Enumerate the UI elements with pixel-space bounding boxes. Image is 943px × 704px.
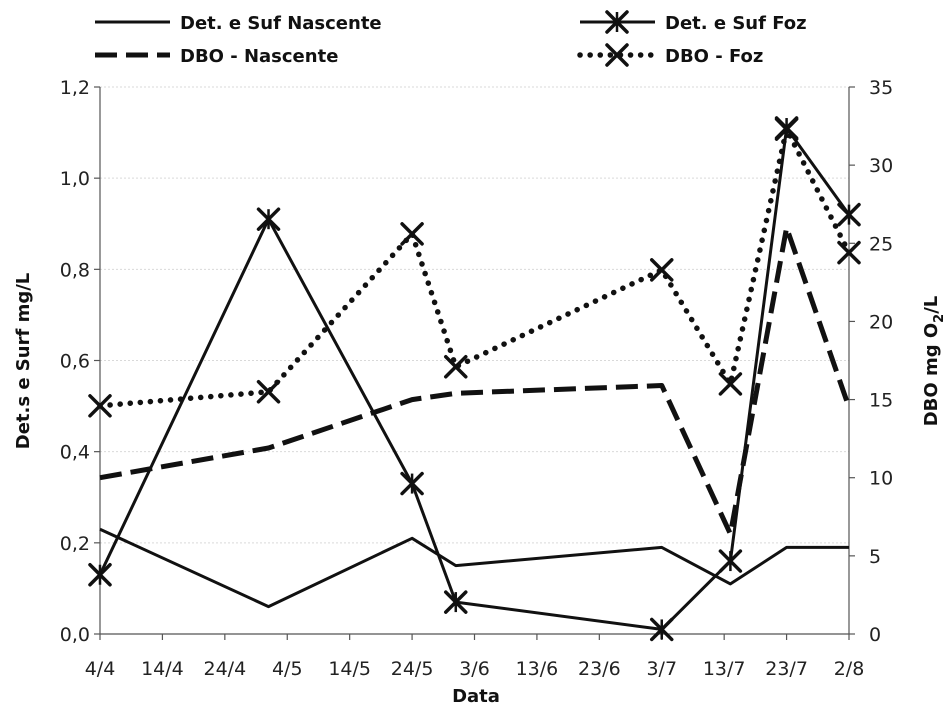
legend-item: DBO - Foz bbox=[577, 43, 763, 67]
data-point-marker bbox=[837, 240, 861, 265]
series-dbo-foz bbox=[88, 117, 861, 418]
x-tick-label: 4/5 bbox=[272, 658, 303, 680]
series-det-e-suf-nascente bbox=[99, 527, 849, 609]
left-y-tick-label: 0,4 bbox=[60, 442, 90, 464]
left-y-tick-label: 1,0 bbox=[60, 168, 90, 190]
data-point-marker bbox=[718, 549, 743, 573]
series-dbo-nascente bbox=[99, 225, 852, 537]
data-point-marker bbox=[256, 207, 281, 231]
legend-label: Det. e Suf Foz bbox=[665, 13, 807, 34]
x-tick-label: 4/4 bbox=[85, 658, 116, 680]
right-y-tick-label: 30 bbox=[869, 155, 893, 177]
data-point-marker bbox=[400, 471, 424, 496]
legend-label: DBO - Nascente bbox=[180, 46, 338, 67]
right-y-axis-title-subscript: 2 bbox=[932, 314, 943, 323]
data-point-marker bbox=[650, 258, 674, 282]
data-point-marker bbox=[88, 394, 112, 418]
legend-label: Det. e Suf Nascente bbox=[180, 13, 382, 34]
tick-labels: 0,0 0,2 0,4 0,6 0,8 1,0 1,2 0 5 10 15 20 25 30 35 4/4 14… bbox=[60, 77, 893, 680]
legend-marker bbox=[605, 43, 629, 67]
data-point-marker bbox=[400, 222, 424, 246]
series-line bbox=[99, 225, 852, 537]
x-tick-label: 14/4 bbox=[141, 658, 184, 680]
right-y-tick-label: 5 bbox=[869, 546, 881, 568]
left-y-tick-label: 0,8 bbox=[60, 259, 90, 281]
x-tick-label: 3/7 bbox=[646, 658, 677, 680]
x-tick-label: 23/7 bbox=[765, 658, 808, 680]
data-point-marker bbox=[88, 562, 112, 587]
x-tick-label: 23/6 bbox=[578, 658, 621, 680]
left-y-tick-label: 1,2 bbox=[60, 77, 90, 99]
series-det-e-suf-foz bbox=[88, 116, 861, 642]
data-point-marker bbox=[444, 355, 468, 379]
grid-lines bbox=[100, 86, 849, 544]
right-y-tick-label: 20 bbox=[869, 311, 893, 333]
series-line bbox=[98, 126, 851, 631]
x-tick-label: 14/5 bbox=[328, 658, 371, 680]
right-y-axis-title-tail: /L bbox=[921, 296, 942, 314]
data-point-marker bbox=[444, 590, 468, 614]
data-point-marker bbox=[718, 372, 743, 396]
right-y-axis-title: DBO mg O2/L bbox=[921, 296, 943, 427]
series-line bbox=[99, 527, 849, 609]
right-y-tick-label: 25 bbox=[869, 233, 893, 255]
legend-marker bbox=[605, 10, 629, 34]
left-y-axis-title: Det.s e Surf mg/L bbox=[13, 273, 34, 449]
x-tick-label: 3/6 bbox=[459, 658, 490, 680]
x-tick-label: 13/7 bbox=[703, 658, 746, 680]
legend: Det. e Suf Nascente Det. e Suf Foz DBO - N… bbox=[95, 10, 807, 67]
series-layer bbox=[88, 116, 861, 642]
legend-label: DBO - Foz bbox=[665, 46, 763, 67]
right-y-tick-label: 0 bbox=[869, 624, 881, 646]
legend-item: Det. e Suf Foz bbox=[580, 10, 807, 34]
left-y-tick-label: 0,6 bbox=[60, 351, 90, 373]
axes bbox=[94, 86, 855, 640]
data-point-marker bbox=[837, 202, 861, 227]
series-line bbox=[97, 126, 852, 409]
data-point-marker bbox=[256, 380, 281, 404]
left-y-tick-label: 0,2 bbox=[60, 533, 90, 555]
left-y-tick-label: 0,0 bbox=[60, 624, 90, 646]
data-point-marker bbox=[650, 617, 674, 642]
data-point-marker bbox=[774, 117, 799, 141]
right-y-tick-label: 35 bbox=[869, 77, 893, 99]
x-axis-title: Data bbox=[452, 686, 500, 704]
x-tick-label: 24/5 bbox=[391, 658, 434, 680]
legend-item: DBO - Nascente bbox=[95, 46, 338, 67]
right-y-tick-label: 10 bbox=[869, 468, 893, 490]
x-tick-label: 24/4 bbox=[203, 658, 246, 680]
x-tick-label: 2/8 bbox=[834, 658, 865, 680]
x-tick-label: 13/6 bbox=[516, 658, 559, 680]
right-y-tick-label: 15 bbox=[869, 390, 893, 412]
right-y-axis-title-main: DBO mg O bbox=[921, 323, 942, 426]
legend-item: Det. e Suf Nascente bbox=[95, 13, 382, 34]
